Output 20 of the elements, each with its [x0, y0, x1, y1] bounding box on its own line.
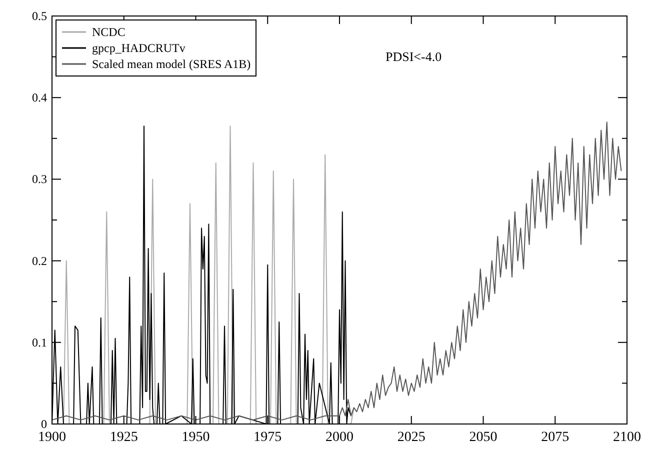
- x-tick-label: 1975: [254, 430, 282, 445]
- y-tick-label: 0.1: [32, 335, 47, 350]
- x-tick-label: 2000: [326, 430, 354, 445]
- legend-label: gpcp_HADCRUTv: [92, 41, 186, 55]
- annotation: PDSI<-4.0: [386, 49, 442, 64]
- y-tick-label: 0.3: [32, 172, 47, 186]
- x-tick-label: 1925: [110, 430, 138, 445]
- y-tick-label: 0.4: [32, 90, 47, 105]
- x-tick-label: 2050: [469, 430, 498, 445]
- x-tick-label: 2025: [397, 430, 426, 445]
- x-tick-label: 2100: [613, 430, 641, 445]
- y-tick-label: 0.2: [32, 254, 47, 268]
- legend-label: Scaled mean model (SRES A1B): [92, 57, 251, 71]
- x-tick-label: 1950: [182, 430, 210, 445]
- x-tick-label: 1900: [38, 430, 66, 445]
- legend-label: NCDC: [92, 25, 126, 39]
- line-series: [52, 122, 622, 420]
- y-tick-label: 0: [41, 417, 47, 431]
- y-tick-label: 0.5: [32, 9, 47, 23]
- x-tick-label: 2075: [541, 430, 570, 445]
